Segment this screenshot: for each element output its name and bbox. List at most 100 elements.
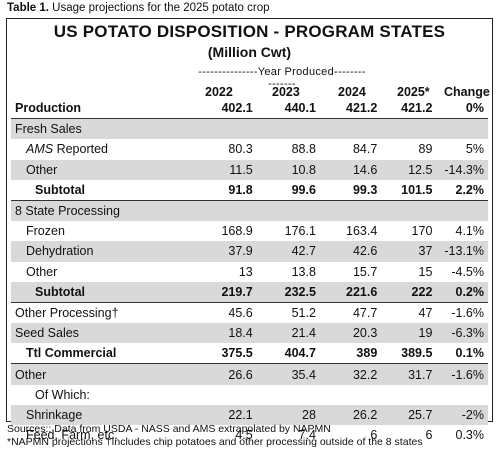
cell-2024: 84.7 [352,142,378,157]
table-row: 8 State Processing [11,200,488,222]
cell-2023: 99.6 [252,179,316,201]
cell-2023: 28 [252,404,316,425]
cell-change: -6.3% [432,323,488,344]
cell-2025: 31.7 [377,363,433,385]
cell-2025: 25.7 [377,404,433,425]
table-row: Feed, Farm, etc. 4.5 7.4 6 6 0.3% [11,425,488,445]
row-label-rest: Reported [53,142,108,157]
cell-2024: 15.7 [352,264,378,279]
cell-2025: 222 [377,281,433,303]
cell-2025: 15 [418,264,433,279]
table-caption: Table 1. Usage projections for the 2025 … [7,2,270,14]
table-row: Subtotal 219.7 232.5 221.6 222 0.2% [11,281,488,303]
cell-2024: 14.6 [315,159,378,180]
cell-2022: 26.6 [209,363,253,385]
cell-2023: 440.1 [252,98,316,120]
col-header-2023: 2023 [272,85,300,99]
cell-2024: 20.3 [315,323,378,344]
cell-2025: 19 [377,323,433,344]
cell-2024: 99.3 [315,179,378,201]
cell-change: 0.3% [455,428,485,443]
cell-change: 2.2% [432,179,488,201]
cell-2024: 6 [370,428,378,443]
disposition-table: Production 402.1 440.1 421.2 421.2 0% Fr… [11,98,488,445]
cell-2024: 26.2 [315,404,378,425]
table-row: Other Processing† 45.6 51.2 47.7 47 -1.6… [11,302,488,323]
cell-2023: 51.2 [291,305,316,320]
row-label: AMS Reported [11,139,209,159]
table-row: Dehydration 37.9 42.7 42.6 37 -13.1% [11,241,488,262]
table-row: Frozen 168.9 176.1 163.4 170 4.1% [11,221,488,241]
table-frame: US POTATO DISPOSITION - PROGRAM STATES (… [6,18,493,442]
row-label: Other [11,363,210,385]
cell-2022: 37.9 [209,241,253,262]
cell-2024: 42.6 [315,241,378,262]
cell-change: 4.1% [455,224,485,239]
cell-change: -13.1% [432,241,488,262]
cell-2022: 80.3 [228,142,253,157]
cell-2025: 37 [377,241,433,262]
cell-change: -1.6% [432,363,488,385]
cell-2025: 421.2 [377,98,433,120]
row-label: 8 State Processing [11,200,210,222]
cell-2023: 176.1 [284,224,316,239]
col-header-2024: 2024 [338,85,366,99]
cell-2023: 13.8 [291,264,316,279]
table-title: US POTATO DISPOSITION - PROGRAM STATES [53,22,446,41]
row-label: Frozen [26,224,65,239]
cell-2025: 12.5 [377,159,433,180]
cell-2024: 32.2 [315,363,378,385]
table-row: Other 11.5 10.8 14.6 12.5 -14.3% [11,159,488,180]
cell-2022: 4.5 [235,428,253,443]
cell-change: 0.2% [432,281,488,303]
cell-2023: 21.4 [252,323,316,344]
cell-change: -1.6% [451,305,484,320]
cell-2022: 91.8 [209,179,253,201]
col-header-2025: 2025* [397,85,430,99]
row-label: Production [11,98,210,120]
cell-2023: 88.8 [291,142,316,157]
cell-2022: 11.5 [209,159,253,180]
table-row: Other 13 13.8 15.7 15 -4.5% [11,262,488,282]
cell-2024: 221.6 [315,281,378,303]
table-row: Shrinkage 22.1 28 26.2 25.7 -2% [11,404,488,425]
row-label: Feed, Farm, etc. [26,428,118,443]
cell-2025: 6 [425,428,433,443]
row-label: Other [11,159,210,180]
cell-2022: 13 [238,264,253,279]
cell-2024: 47.7 [352,305,378,320]
cell-change: 0.1% [432,343,488,365]
cell-2025: 47 [418,305,433,320]
cell-2022: 375.5 [209,343,253,365]
table-row: Subtotal 91.8 99.6 99.3 101.5 2.2% [11,179,488,201]
cell-change: 0% [432,98,488,120]
cell-2025: 101.5 [377,179,433,201]
row-label-italic: AMS [26,142,54,157]
cell-2022: 45.6 [228,305,253,320]
row-label: Shrinkage [11,404,210,425]
footnotes: Sources:: Data from USDA - NASS and AMS … [7,423,423,449]
cell-2023: 7.4 [298,428,316,443]
table-row: Fresh Sales [11,118,488,140]
cell-2025: 389.5 [377,343,433,365]
cell-2025: 89 [418,142,433,157]
cell-2023: 232.5 [252,281,316,303]
row-label: Dehydration [11,241,210,262]
cell-2022: 219.7 [209,281,253,303]
cell-2023: 404.7 [252,343,316,365]
cell-2023: 10.8 [252,159,316,180]
cell-change: -4.5% [451,264,484,279]
row-label: Seed Sales [11,323,210,344]
cell-2025: 170 [411,224,433,239]
year-produced-label: ---------------Year Produced------------… [198,66,366,90]
cell-change: 5% [465,142,484,157]
caption-prefix: Table 1. [7,2,49,14]
row-label: Subtotal [11,281,210,303]
table-row: Seed Sales 18.4 21.4 20.3 19 -6.3% [11,323,488,344]
table-row: Ttl Commercial 375.5 404.7 389 389.5 0.1… [11,343,488,365]
cell-change: -14.3% [432,159,488,180]
sources-note: Sources:: Data from USDA - NASS and AMS … [7,423,331,435]
row-label: Of Which: [35,387,90,402]
cell-2022: 168.9 [221,224,253,239]
cell-2024: 163.4 [346,224,378,239]
